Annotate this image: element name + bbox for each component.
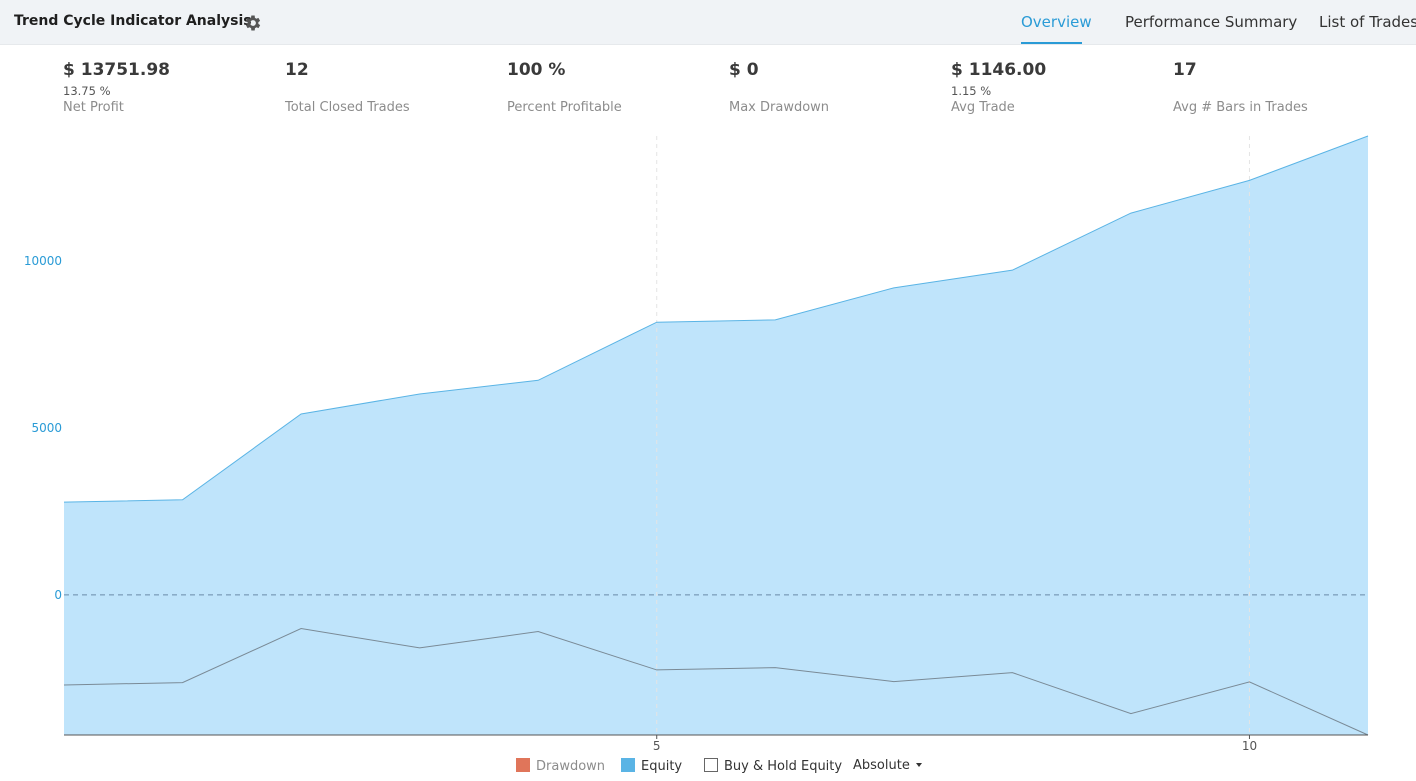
- stat-value: 17: [1173, 60, 1197, 80]
- legend-equity[interactable]: Equity: [621, 758, 682, 774]
- legend-equity-label: Equity: [641, 759, 683, 774]
- stat-value: $ 13751.98: [63, 60, 171, 80]
- stat-net-profit: $ 13751.98 13.75 % Net Profit: [63, 60, 263, 115]
- x-tick-label: 5: [653, 739, 661, 753]
- stat-label: Percent Profitable: [507, 100, 622, 115]
- stat-value: 12: [285, 60, 309, 80]
- stat-avg-bars-in-trades: 17 Avg # Bars in Trades: [1173, 60, 1373, 115]
- legend-buy-hold[interactable]: Buy & Hold Equity: [704, 758, 842, 774]
- mode-dropdown-label: Absolute: [853, 758, 910, 773]
- page-title: Trend Cycle Indicator Analysis: [14, 13, 252, 29]
- stat-label: Avg Trade: [951, 100, 1015, 115]
- stat-total-closed-trades: 12 Total Closed Trades: [285, 60, 485, 115]
- stat-label: Max Drawdown: [729, 100, 830, 115]
- y-tick-label: 5000: [31, 421, 62, 435]
- stat-value: 100 %: [507, 60, 566, 80]
- buy-hold-swatch: [704, 758, 718, 772]
- legend-buy-hold-label: Buy & Hold Equity: [724, 759, 843, 774]
- stat-label: Net Profit: [63, 100, 124, 115]
- stat-value: $ 1146.00: [951, 60, 1047, 80]
- drawdown-swatch: [516, 758, 530, 772]
- tab-list-of-trades[interactable]: List of Trades: [1319, 13, 1416, 31]
- equity-line: [63, 135, 1369, 503]
- stat-max-drawdown: $ 0 Max Drawdown: [729, 60, 929, 115]
- y-tick-label: 10000: [24, 254, 62, 268]
- stat-sub: 13.75 %: [63, 84, 111, 98]
- mode-dropdown[interactable]: Absolute: [853, 758, 922, 773]
- legend-drawdown[interactable]: Drawdown: [516, 758, 605, 774]
- tab-overview[interactable]: Overview: [1021, 13, 1092, 31]
- equity-swatch: [621, 758, 635, 772]
- y-tick-label: 0: [54, 588, 62, 602]
- active-tab-indicator: [1021, 42, 1082, 44]
- x-tick-label: 10: [1242, 739, 1257, 753]
- legend-drawdown-label: Drawdown: [536, 759, 606, 774]
- stat-value: $ 0: [729, 60, 759, 80]
- gear-icon[interactable]: [243, 13, 263, 33]
- stat-label: Avg # Bars in Trades: [1173, 100, 1308, 115]
- top-bar: Trend Cycle Indicator Analysis Overview …: [0, 0, 1416, 45]
- tab-performance-summary[interactable]: Performance Summary: [1125, 13, 1298, 31]
- stat-sub: 1.15 %: [951, 84, 992, 98]
- stat-label: Total Closed Trades: [285, 100, 410, 115]
- chevron-down-icon: [915, 763, 922, 767]
- equity-area: [64, 136, 1368, 735]
- buy-hold-line: [63, 628, 1369, 736]
- stat-avg-trade: $ 1146.00 1.15 % Avg Trade: [951, 60, 1151, 115]
- stat-percent-profitable: 100 % Percent Profitable: [507, 60, 707, 115]
